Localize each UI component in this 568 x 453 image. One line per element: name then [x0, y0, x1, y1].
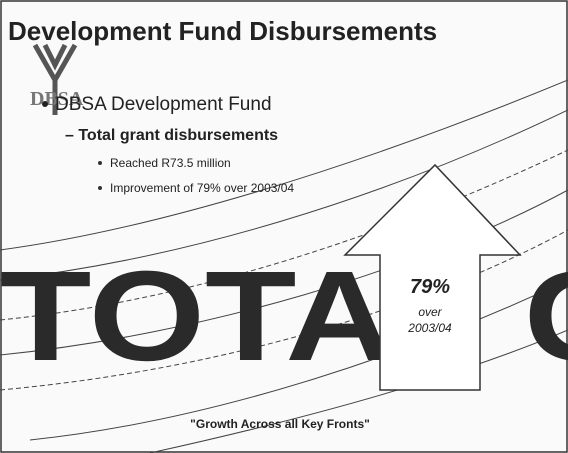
bullet-main: DBSA Development Fund	[55, 94, 272, 115]
bullet-point: Improvement of 79% over 2003/04	[110, 181, 294, 195]
arrow-line: 2003/04	[407, 321, 452, 335]
bullet-sub-text: Total grant disbursements	[78, 127, 278, 144]
arrow-figure: 79%	[410, 276, 450, 298]
slide-title: Development Fund Disbursements	[8, 16, 437, 46]
bullet-dot	[42, 101, 48, 107]
growth-curves	[0, 79, 568, 453]
footer-slogan: "Growth Across all Key Fronts"	[190, 417, 370, 431]
bullet-sub: – Total grant disbursements	[65, 127, 278, 144]
bullet-dot	[98, 186, 102, 190]
bullet-point: Reached R73.5 million	[110, 156, 231, 170]
bullet-dot	[98, 161, 102, 165]
arrow-line: over	[418, 305, 442, 319]
logo: DBSA	[30, 43, 84, 115]
banner-text: TOTAL G	[0, 245, 568, 388]
growth-arrow	[343, 163, 522, 391]
